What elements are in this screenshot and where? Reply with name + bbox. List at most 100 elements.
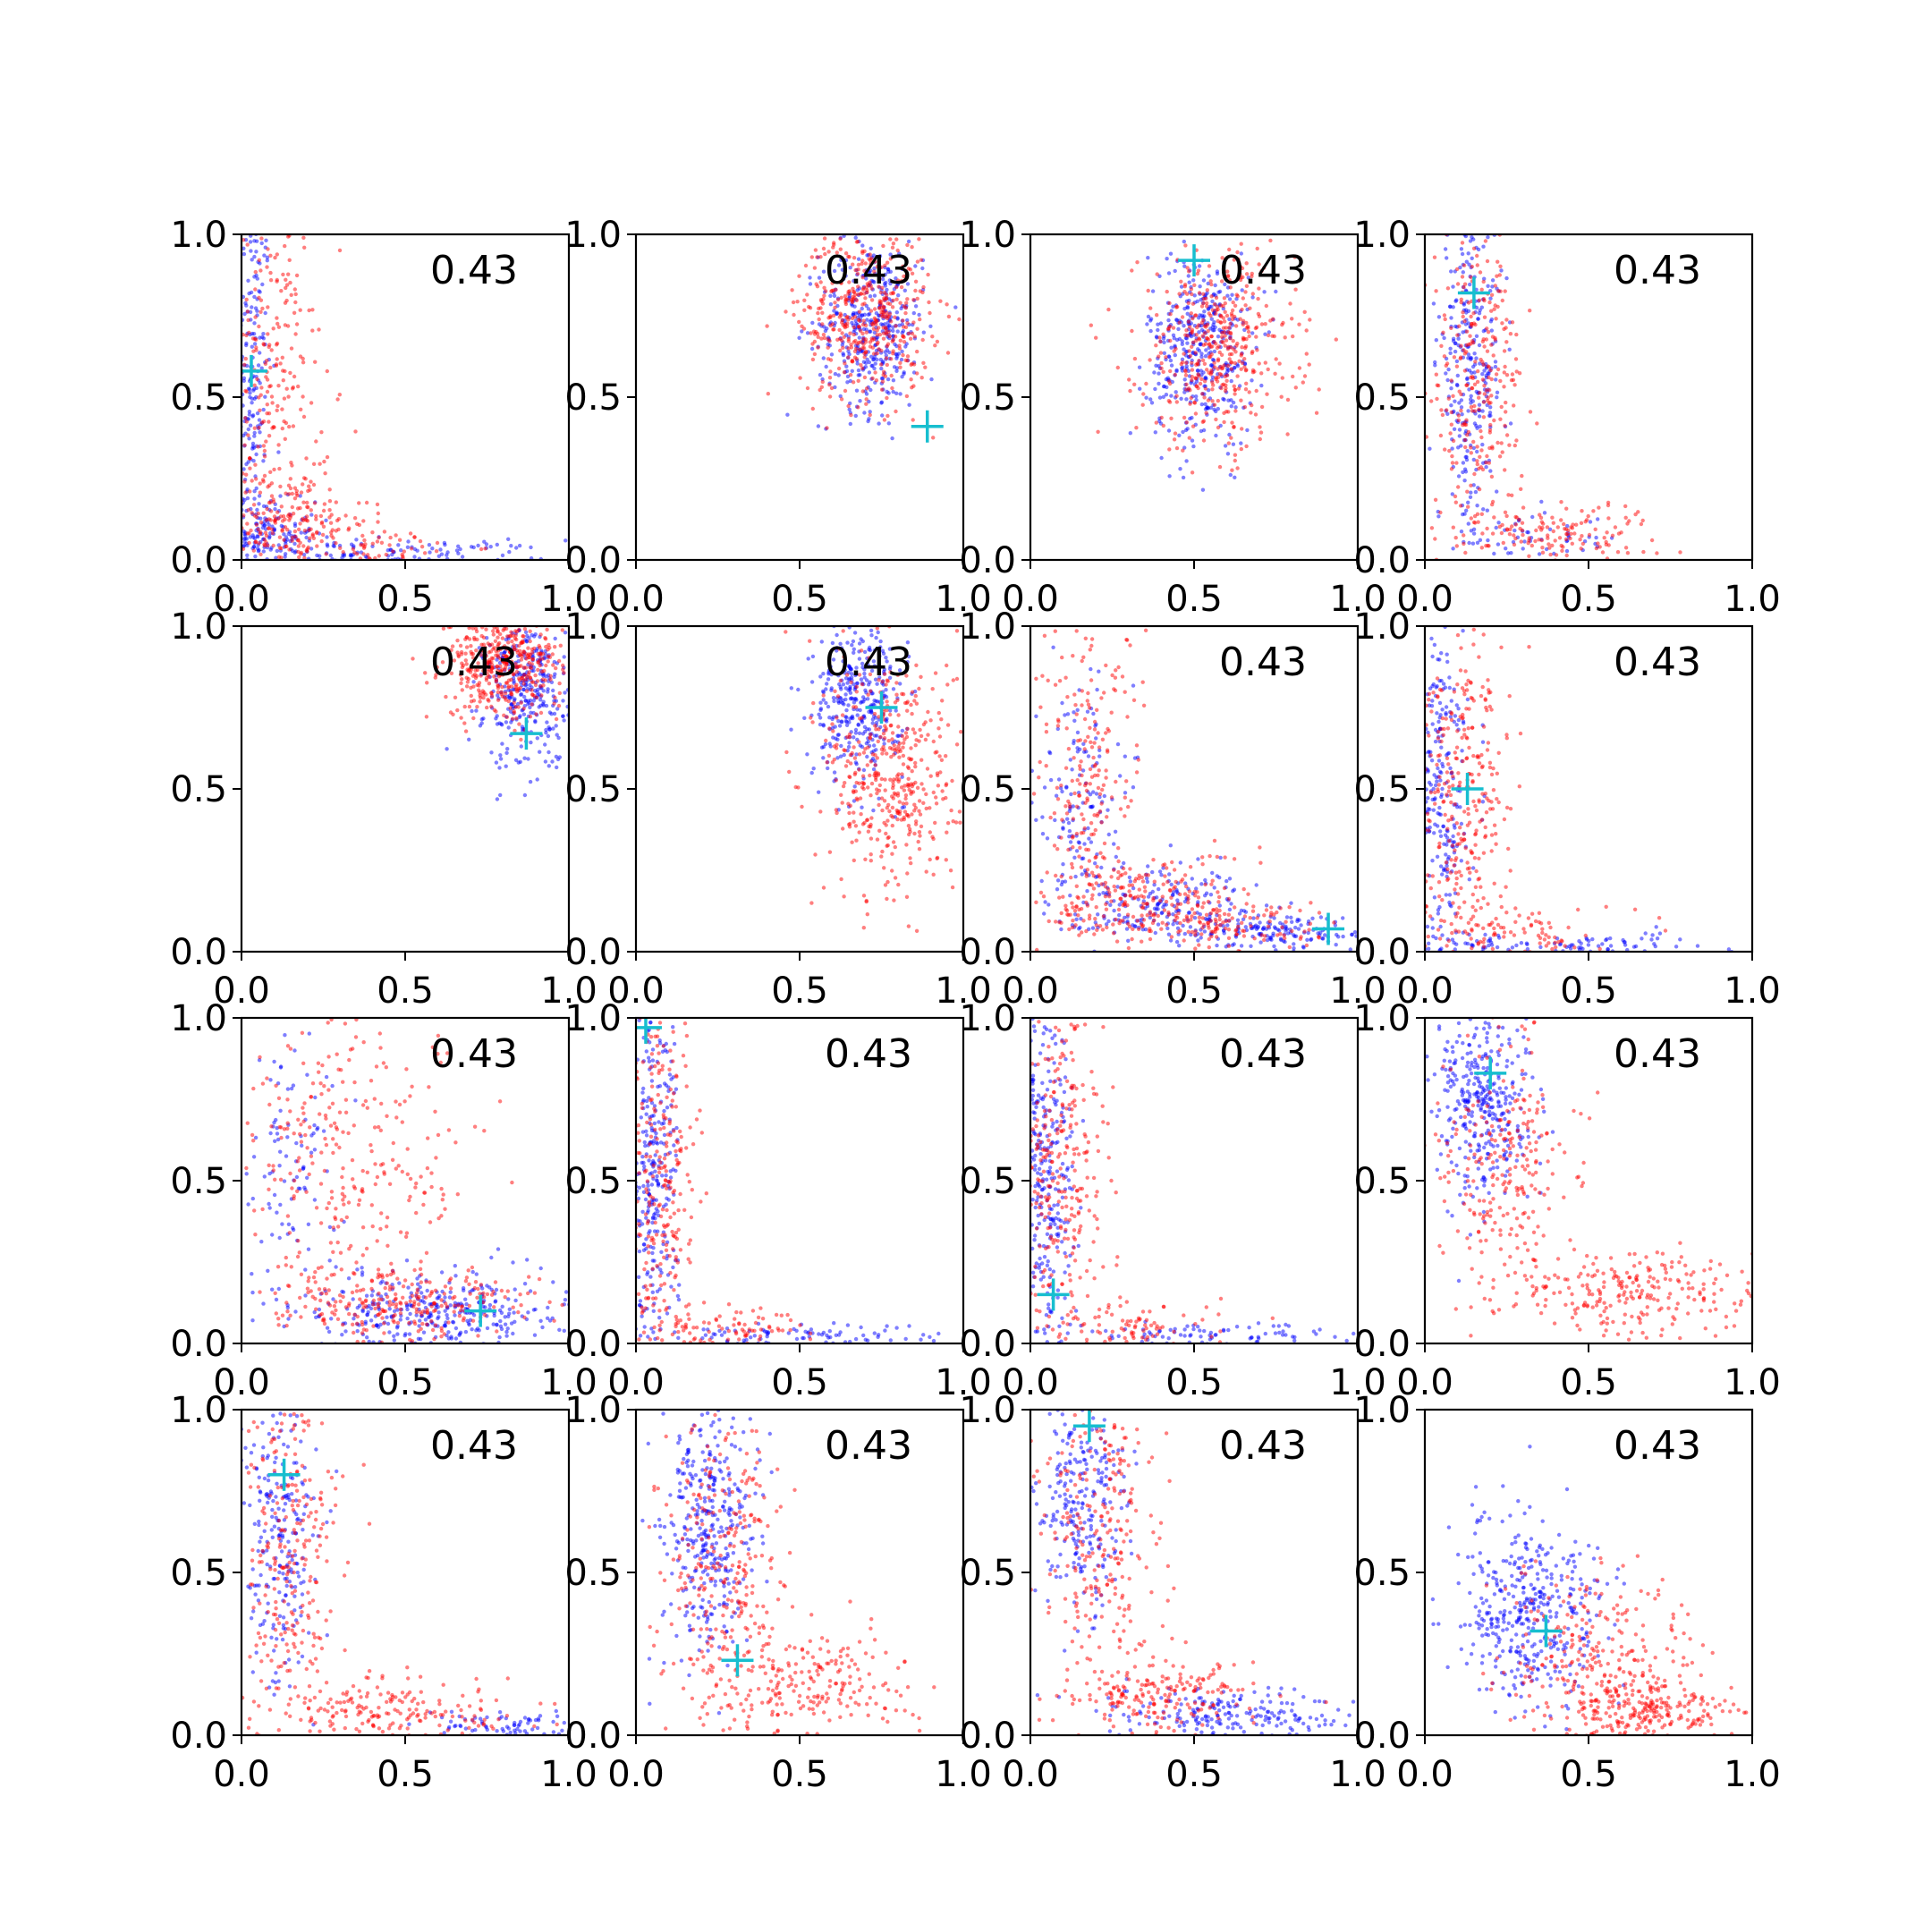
data-point [489, 693, 495, 699]
data-point [1466, 429, 1471, 435]
data-point [1490, 278, 1496, 283]
data-point [248, 489, 252, 494]
data-point [853, 413, 858, 419]
data-point [852, 315, 858, 319]
data-point [850, 840, 854, 844]
data-point [839, 877, 843, 882]
data-point [885, 343, 889, 349]
data-point [859, 700, 863, 705]
data-point [507, 549, 512, 555]
data-point [915, 326, 919, 331]
data-point [958, 820, 962, 825]
data-point [843, 251, 849, 256]
data-point [250, 336, 256, 341]
data-point [816, 335, 820, 339]
data-point [266, 543, 270, 547]
data-point [242, 479, 247, 484]
data-point [512, 672, 516, 676]
data-point [1236, 257, 1241, 262]
data-point [884, 326, 888, 330]
data-point [818, 387, 822, 393]
data-point [821, 356, 826, 360]
data-point [1457, 561, 1461, 564]
data-point [1187, 349, 1191, 353]
data-point [248, 466, 252, 470]
data-point [880, 379, 886, 384]
data-point [1225, 293, 1230, 298]
data-point [826, 672, 831, 676]
data-point [262, 448, 267, 453]
data-point [1184, 459, 1189, 463]
x-tick-label: 0.5 [377, 579, 434, 620]
data-point [860, 287, 866, 292]
data-point [397, 538, 402, 542]
data-point [896, 882, 901, 887]
data-point [1247, 334, 1251, 339]
data-point [1449, 410, 1454, 415]
data-point [912, 699, 917, 703]
data-point [252, 426, 257, 430]
data-point [875, 756, 879, 760]
data-point [233, 526, 237, 530]
data-point [1165, 376, 1171, 380]
data-point [1168, 338, 1173, 343]
data-point [901, 745, 905, 750]
data-point [1459, 247, 1464, 251]
data-point [351, 547, 355, 552]
data-point [816, 345, 820, 350]
data-point [518, 648, 522, 653]
data-point [250, 413, 256, 418]
data-point [821, 672, 826, 676]
data-point [1259, 322, 1265, 326]
data-point [821, 269, 826, 274]
data-point [246, 433, 250, 437]
data-point [268, 509, 274, 513]
data-point [469, 649, 473, 654]
data-point [811, 329, 817, 334]
data-point [883, 315, 887, 319]
data-point [1482, 384, 1487, 388]
data-point [1239, 367, 1243, 371]
data-point [265, 359, 269, 363]
data-point [1559, 518, 1563, 522]
data-point [521, 687, 526, 692]
data-point [512, 647, 517, 652]
data-point [428, 550, 432, 555]
axes-frame [634, 233, 965, 562]
data-point [1465, 564, 1469, 568]
data-point [545, 627, 549, 632]
data-point [883, 777, 887, 782]
data-point [836, 733, 841, 737]
data-point [810, 654, 816, 659]
data-point [1214, 377, 1218, 382]
data-point [1171, 326, 1176, 330]
data-point [1230, 317, 1235, 322]
data-point [376, 511, 380, 516]
data-point [1217, 371, 1223, 377]
data-point [521, 712, 527, 716]
data-point [1570, 541, 1575, 546]
data-point [1222, 260, 1226, 265]
data-point [832, 293, 837, 298]
data-point [509, 684, 514, 689]
data-point [930, 335, 935, 339]
data-point [887, 301, 893, 307]
data-point [312, 501, 318, 505]
data-point [843, 325, 848, 330]
data-point [1192, 400, 1197, 405]
data-point [517, 722, 521, 726]
data-point [521, 619, 525, 623]
data-point [927, 300, 931, 305]
data-point [1190, 375, 1195, 379]
data-point [1460, 275, 1465, 279]
data-point [871, 357, 876, 362]
data-point [1481, 244, 1486, 249]
data-point [463, 658, 468, 663]
data-point [888, 281, 893, 286]
data-point [897, 323, 902, 327]
data-point [919, 758, 924, 762]
data-point [1159, 360, 1164, 366]
data-point [1196, 323, 1201, 327]
data-point [283, 301, 288, 305]
data-point [253, 462, 258, 467]
